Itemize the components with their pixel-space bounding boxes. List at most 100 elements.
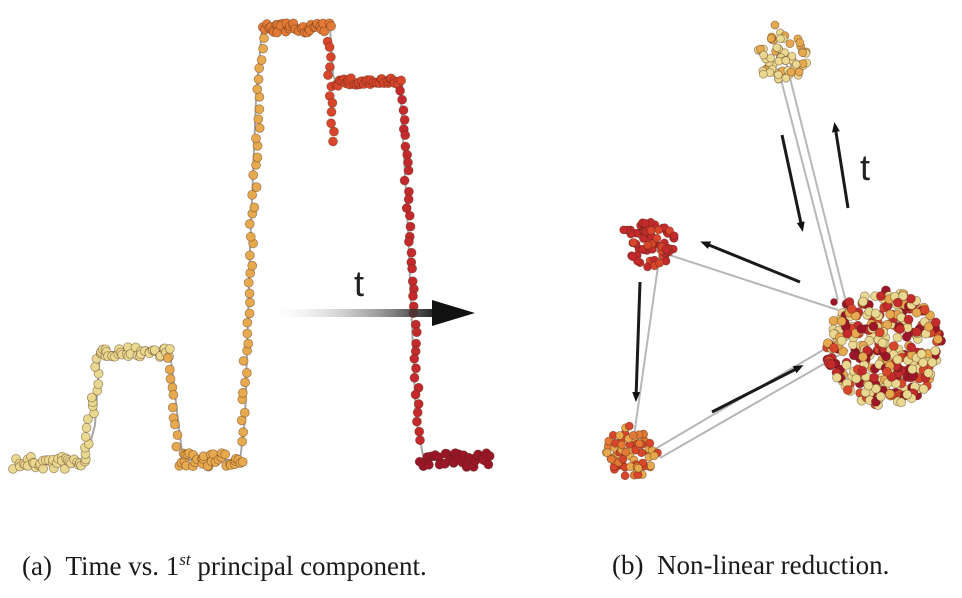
data-point [259,33,269,44]
data-point [652,233,662,243]
data-point [838,346,848,357]
data-point [829,343,839,353]
data-point [896,397,907,408]
data-point [253,114,264,125]
data-point [414,426,425,437]
data-point [836,316,847,327]
data-point [247,260,258,271]
data-point [902,389,913,400]
data-point [830,298,838,306]
arrow-to-orange-cluster [632,281,642,402]
data-point [81,422,92,433]
data-point [774,70,783,80]
data-point [885,388,895,399]
data-point [669,231,679,241]
data-point [828,315,839,326]
data-point [841,360,852,370]
data-point [874,327,885,338]
data-point [399,175,410,186]
panel-a-time-vs-pc1: t [8,18,495,474]
data-point [164,364,175,375]
data-point [245,231,256,242]
data-point [794,67,804,77]
data-point [165,373,176,384]
data-point [633,463,643,473]
data-point [628,430,638,440]
data-point [798,48,807,58]
data-point [786,67,796,77]
data-point [410,389,421,400]
data-point [901,331,912,342]
data-point [405,221,416,232]
data-point [411,416,422,427]
data-point [164,343,175,354]
data-point [415,435,425,446]
data-point [248,170,259,181]
data-point [876,291,886,302]
data-point [903,314,914,325]
time-arrow-a: t [262,263,475,326]
data-point [643,262,652,272]
arrow-back-to-main-cluster [711,365,804,414]
data-point [645,438,655,448]
data-point [836,335,847,346]
data-point [870,308,881,319]
data-point [634,439,644,449]
data-point [851,373,862,384]
data-point [409,372,420,383]
data-point [245,297,255,308]
arrow-to-top-cluster [831,122,850,209]
data-point [842,328,853,339]
data-point [325,52,336,62]
caption-b-text: Non-linear reduction. [656,550,890,580]
data-point [238,427,249,438]
data-point [484,451,495,461]
caption-a-text: Time vs. 1 [65,551,180,581]
data-point [882,366,892,377]
data-point [244,218,255,229]
data-point [324,42,335,52]
data-point [850,310,861,321]
data-point [766,34,776,43]
data-point [629,238,638,247]
data-point [607,454,616,464]
data-point [237,387,248,398]
data-point [256,55,267,65]
data-point [93,379,104,390]
data-point [252,152,263,163]
data-point [643,240,653,250]
data-point [826,359,837,370]
data-point [59,463,70,474]
data-point [172,430,183,441]
data-point [885,309,895,320]
data-point [403,194,414,205]
data-point [875,391,886,402]
data-point [858,296,868,307]
data-point [618,454,628,464]
data-point [237,436,248,447]
data-point [408,291,418,302]
data-point [483,459,494,470]
data-point [640,218,650,228]
data-point [327,98,338,108]
data-point [882,319,893,330]
caption-b-prefix: (b) [612,550,644,580]
data-point [846,303,857,314]
data-point [619,225,629,235]
data-point [403,165,414,176]
data-point [241,367,252,378]
data-point [326,118,337,129]
data-point [933,334,943,345]
data-point [409,353,420,364]
data-point [923,368,934,378]
data-point [863,380,874,391]
data-point [907,364,918,375]
data-point [918,384,929,394]
data-point [624,421,634,431]
data-point [758,69,768,79]
data-point [236,415,247,426]
transition-arrows [632,122,850,414]
data-point [857,365,868,376]
data-point [220,449,231,460]
data-point [919,304,930,315]
